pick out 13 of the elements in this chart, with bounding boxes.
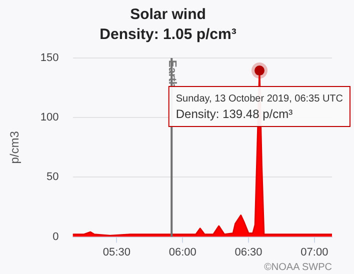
annotation: Sunday, 13 October 2019, 06:35 UTC Density: 139.48 p/cm³ bbox=[176, 93, 343, 121]
x-tick-label: 06:30 bbox=[234, 246, 262, 258]
text: ©NOAA SWPC bbox=[264, 262, 332, 273]
y-tick-label: 100 bbox=[40, 112, 59, 124]
y-tick-label: 150 bbox=[40, 52, 59, 64]
x-tick-label: 05:30 bbox=[102, 246, 130, 258]
y-tick-label: 0 bbox=[52, 230, 59, 243]
y-axis-title: p/cm3 bbox=[8, 130, 22, 164]
x-tick-label: 07:00 bbox=[300, 246, 328, 258]
chart-subtitle: Density: 1.05 p/cm³ bbox=[100, 26, 236, 44]
chart-title: Solar wind bbox=[130, 6, 206, 24]
y-tick-label: 50 bbox=[46, 171, 59, 184]
x-tick-label: 06:00 bbox=[168, 246, 196, 258]
